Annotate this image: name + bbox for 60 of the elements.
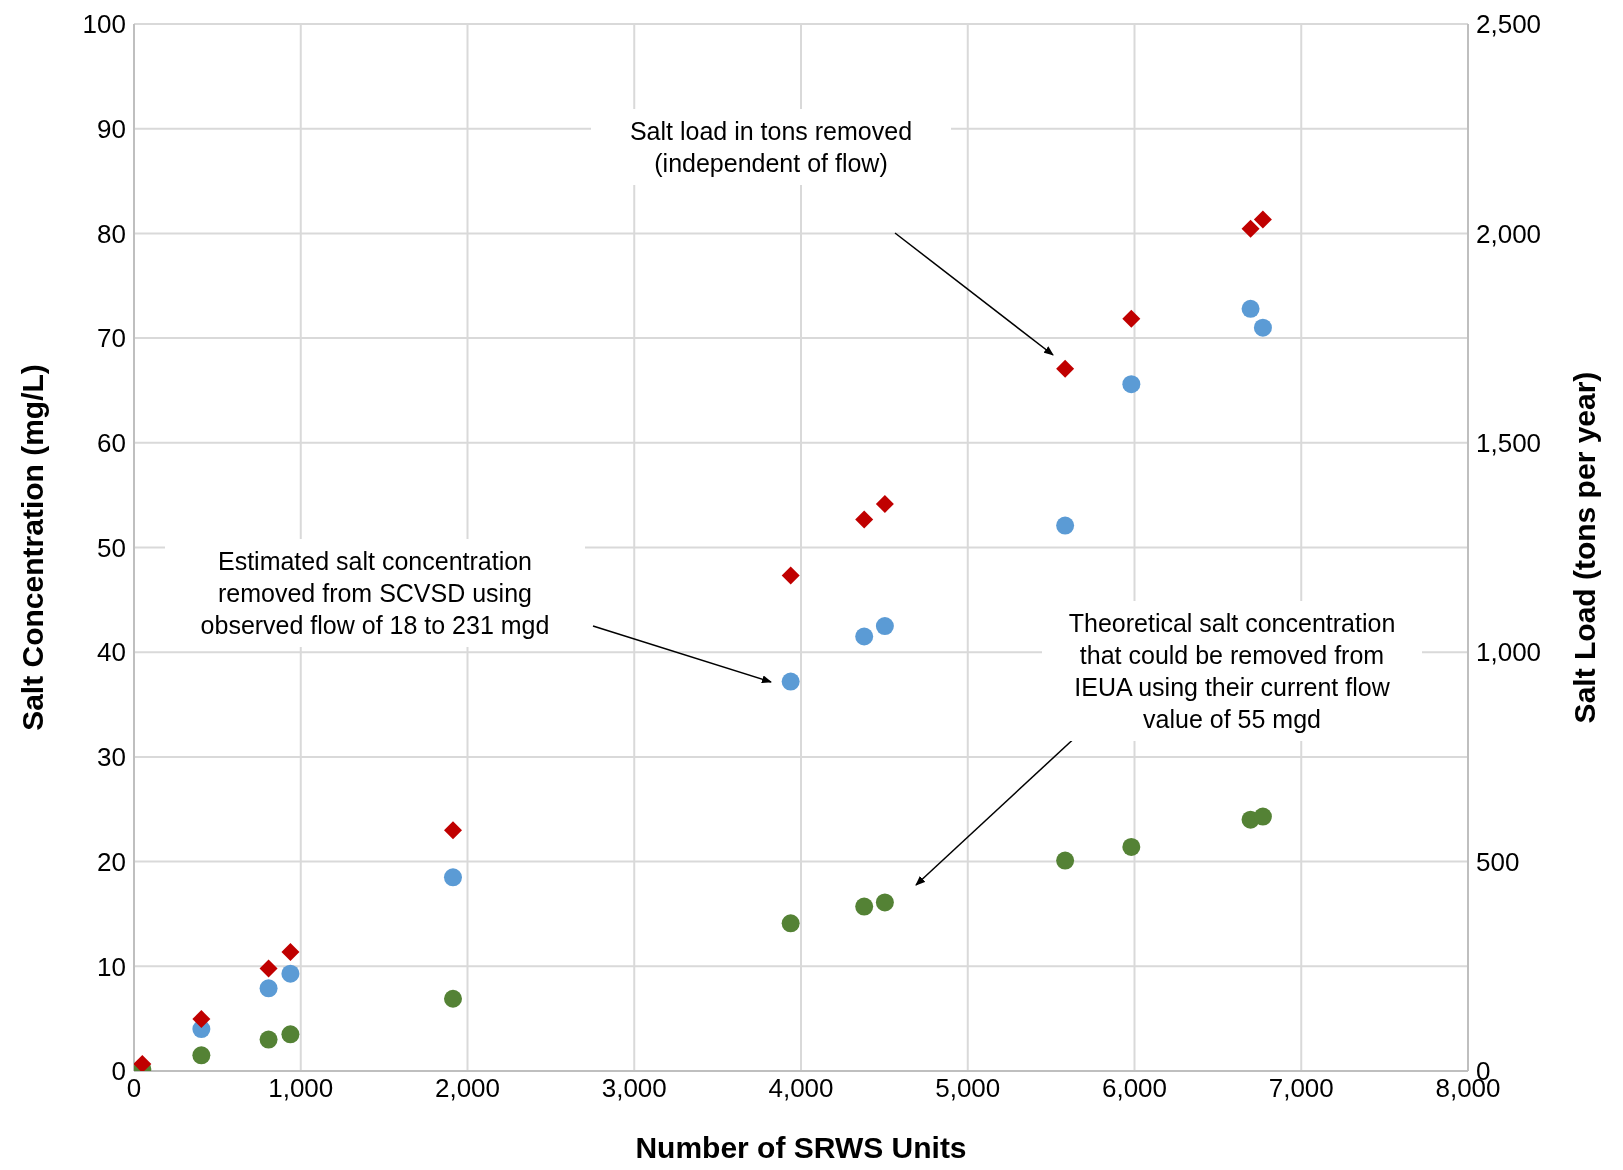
point: [281, 964, 300, 983]
y-tick-label: 80: [97, 218, 126, 249]
point: [781, 566, 800, 585]
y2-tick-label: 2,500: [1476, 9, 1542, 40]
annotation: Salt load in tons removed (independent of flow): [591, 109, 951, 185]
point: [259, 979, 278, 998]
point: [1122, 309, 1141, 328]
point: [1253, 318, 1272, 337]
point: [875, 494, 894, 513]
point: [1253, 210, 1272, 229]
y2-axis-title: Salt Load (tons per year): [1567, 371, 1601, 724]
point: [855, 897, 874, 916]
point: [281, 1025, 300, 1044]
point: [1056, 851, 1075, 870]
point: [1056, 516, 1075, 535]
annotation: Estimated salt concentration removed from SCVSD using observed flow of 18 to 231 mgd: [165, 539, 585, 647]
point: [781, 672, 800, 691]
x-tick-label: 7,000: [1268, 1073, 1334, 1104]
x-tick-label: 2,000: [434, 1073, 501, 1104]
x-tick-label: 3,000: [601, 1073, 667, 1104]
x-tick-label: 6,000: [1101, 1073, 1168, 1104]
y2-tick-label: 1,500: [1476, 428, 1542, 459]
annotation: Theoretical salt concentration that could be removed from IEUA using their current flow value of 55 mgd: [1042, 601, 1422, 741]
y2-tick-label: 500: [1476, 846, 1520, 877]
y-tick-label: 90: [97, 113, 126, 144]
point: [1241, 219, 1260, 238]
y-axis-title: Salt Concentration (mg/L): [15, 364, 49, 731]
point: [1241, 299, 1260, 318]
point: [875, 893, 894, 912]
y2-tick-label: 2,000: [1476, 218, 1542, 249]
y2-tick-label: 1,000: [1476, 637, 1542, 668]
y-tick-label: 60: [97, 428, 126, 459]
y-tick-label: 10: [97, 951, 126, 982]
point: [855, 627, 874, 646]
point: [1253, 807, 1272, 826]
point: [259, 1030, 278, 1049]
y-tick-label: 20: [97, 846, 126, 877]
point: [781, 914, 800, 933]
y-tick-label: 50: [97, 532, 126, 563]
point: [875, 617, 894, 636]
point: [855, 510, 874, 529]
point: [1122, 837, 1141, 856]
point: [443, 989, 462, 1008]
y-tick-label: 70: [97, 323, 126, 354]
x-tick-label: 4,000: [768, 1073, 834, 1104]
x-axis-title: Number of SRWS Units: [635, 1131, 967, 1164]
y-tick-label: 40: [97, 637, 126, 668]
point: [443, 868, 462, 887]
x-tick-label: 5,000: [935, 1073, 1001, 1104]
point: [192, 1046, 211, 1065]
point: [259, 959, 278, 978]
y-tick-label: 30: [97, 742, 126, 773]
y-tick-label: 100: [82, 9, 126, 40]
point: [192, 1010, 211, 1029]
point: [443, 821, 462, 840]
point: [134, 1054, 152, 1071]
point: [1056, 359, 1075, 378]
point: [1122, 375, 1141, 394]
x-tick-label: 1,000: [268, 1073, 334, 1104]
point: [281, 943, 300, 962]
